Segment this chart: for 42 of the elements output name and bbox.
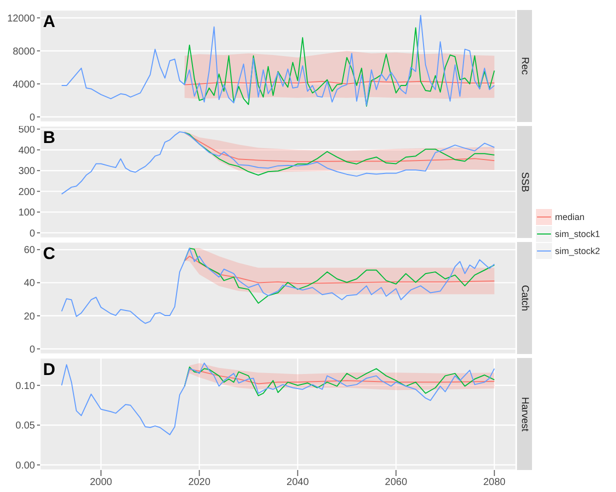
- y-tick-label: 60: [24, 245, 36, 256]
- x-tick-label: 2080: [483, 477, 506, 488]
- line-series: [184, 132, 495, 162]
- y-axis-title: SSB: [519, 172, 530, 192]
- y-tick-label: 8000: [12, 46, 36, 58]
- line-series: [61, 248, 495, 324]
- y-axis-title: Catch: [519, 284, 530, 312]
- y-tick-label: 20: [24, 311, 36, 322]
- y-tick-label: 400: [18, 145, 36, 156]
- y-tick-label: 100: [18, 208, 36, 219]
- line-series: [184, 366, 495, 396]
- y-tick-label: 0.00: [16, 460, 36, 472]
- legend-label: sim_stock2: [555, 246, 600, 256]
- line-series: [184, 27, 495, 107]
- x-tick-label: 2020: [188, 477, 211, 488]
- line-series: [61, 14, 495, 106]
- y-tick-label: 200: [18, 186, 36, 198]
- chart-title: A: [43, 12, 56, 32]
- x-tick-label: 2060: [384, 477, 408, 488]
- y-tick-label: 4000: [12, 79, 36, 90]
- chart-title: D: [43, 360, 56, 380]
- line-series: [61, 362, 495, 436]
- y-tick-label: 12000: [7, 13, 36, 24]
- y-tick-label: 40: [24, 278, 36, 290]
- line-series: [61, 131, 495, 195]
- y-tick-label: 0.05: [16, 420, 36, 432]
- legend-label: sim_stock1: [555, 228, 600, 238]
- x-tick-label: 2040: [286, 477, 310, 488]
- y-tick-label: 0: [29, 228, 36, 240]
- y-tick-label: 0: [29, 344, 36, 356]
- x-tick-label: 2000: [90, 477, 113, 488]
- y-axis-title: Rec: [519, 57, 530, 75]
- chart-title: C: [43, 244, 56, 264]
- y-tick-label: 0.10: [16, 380, 36, 392]
- line-series: [184, 368, 495, 387]
- legend-label: median: [555, 212, 585, 222]
- line-series: [184, 256, 495, 284]
- chart-title: B: [43, 128, 56, 148]
- y-tick-label: 0: [29, 112, 36, 124]
- y-axis-title: Harvest: [519, 396, 530, 432]
- y-tick-label: 300: [18, 166, 36, 178]
- y-tick-label: 500: [18, 124, 36, 136]
